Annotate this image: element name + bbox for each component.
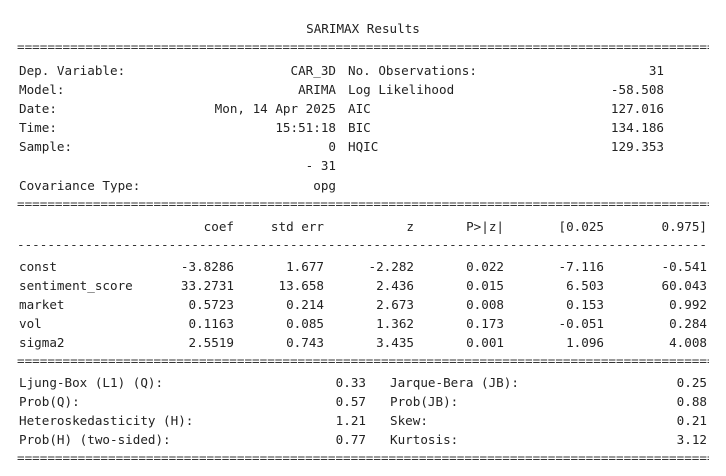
double-rule: ========================================… (17, 453, 709, 463)
cell: 60.043 (661, 278, 708, 293)
header-coef: coef (203, 219, 234, 234)
header-ci-upper: 0.975] (661, 219, 708, 234)
hqic-value: 129.353 (610, 139, 664, 154)
date-label: Date: (19, 101, 57, 116)
cell: 2.5519 (188, 335, 235, 350)
date-value: Mon, 14 Apr 2025 (214, 101, 336, 116)
dep-variable-value: CAR_3D (290, 63, 337, 78)
cell: 0.5723 (188, 297, 235, 312)
nobs-label: No. Observations: (348, 63, 477, 78)
row-label: sigma2 (19, 335, 65, 350)
time-value: 15:51:18 (275, 120, 336, 135)
bic-label: BIC (348, 120, 371, 135)
sample-start-value: 0 (328, 139, 336, 154)
double-rule: ========================================… (17, 199, 709, 209)
model-label: Model: (19, 82, 65, 97)
prob-jb-label: Prob(JB): (390, 394, 459, 409)
prob-q-label: Prob(Q): (19, 394, 80, 409)
cell: 13.658 (278, 278, 325, 293)
results-title: SARIMAX Results (306, 21, 420, 36)
cell: 2.436 (376, 278, 414, 293)
cell: 4.008 (669, 335, 707, 350)
cell: 0.015 (466, 278, 504, 293)
log-likelihood-label: Log Likelihood (348, 82, 455, 97)
cell: -7.116 (558, 259, 605, 274)
nobs-value: 31 (648, 63, 664, 78)
prob-h-label: Prob(H) (two-sided): (19, 432, 171, 447)
ljung-box-label: Ljung-Box (L1) (Q): (19, 375, 164, 390)
cell: 0.008 (466, 297, 504, 312)
cell: -0.541 (661, 259, 708, 274)
header-ci-lower: [0.025 (558, 219, 605, 234)
jarque-bera-value: 0.25 (676, 375, 707, 390)
row-label: vol (19, 316, 42, 331)
cell: 1.096 (566, 335, 604, 350)
double-rule: ========================================… (17, 356, 709, 366)
covariance-type-value: opg (313, 178, 336, 193)
jarque-bera-label: Jarque-Bera (JB): (390, 375, 519, 390)
header-p-value: P>|z| (466, 219, 504, 234)
row-label: const (19, 259, 57, 274)
cell: 0.992 (669, 297, 707, 312)
cell: 2.673 (376, 297, 414, 312)
kurtosis-value: 3.12 (676, 432, 707, 447)
heteroskedasticity-label: Heteroskedasticity (H): (19, 413, 194, 428)
row-label: sentiment_score (19, 278, 133, 293)
aic-label: AIC (348, 101, 371, 116)
cell: -3.8286 (180, 259, 234, 274)
aic-value: 127.016 (610, 101, 664, 116)
double-rule: ========================================… (17, 42, 709, 52)
sample-label: Sample: (19, 139, 73, 154)
row-label: market (19, 297, 65, 312)
cell: -2.282 (368, 259, 415, 274)
cell: 1.362 (376, 316, 414, 331)
log-likelihood-value: -58.508 (610, 82, 664, 97)
cell: 33.2731 (180, 278, 234, 293)
cell: 0.153 (566, 297, 604, 312)
cell: 0.022 (466, 259, 504, 274)
cell: 0.085 (286, 316, 324, 331)
cell: 0.001 (466, 335, 504, 350)
cell: 6.503 (566, 278, 604, 293)
sample-end-value: - 31 (305, 158, 336, 173)
heteroskedasticity-value: 1.21 (335, 413, 366, 428)
cell: 0.173 (466, 316, 504, 331)
hqic-label: HQIC (348, 139, 379, 154)
single-rule: ----------------------------------------… (17, 240, 709, 250)
cell: 0.214 (286, 297, 324, 312)
prob-jb-value: 0.88 (676, 394, 707, 409)
cell: 0.1163 (188, 316, 235, 331)
prob-q-value: 0.57 (335, 394, 366, 409)
time-label: Time: (19, 120, 57, 135)
cell: 0.743 (286, 335, 324, 350)
dep-variable-label: Dep. Variable: (19, 63, 126, 78)
kurtosis-label: Kurtosis: (390, 432, 459, 447)
cell: 0.284 (669, 316, 707, 331)
cell: 3.435 (376, 335, 414, 350)
model-value: ARIMA (298, 82, 336, 97)
prob-h-value: 0.77 (335, 432, 366, 447)
skew-value: 0.21 (676, 413, 707, 428)
header-z: z (406, 219, 414, 234)
covariance-type-label: Covariance Type: (19, 178, 141, 193)
cell: 1.677 (286, 259, 324, 274)
cell: -0.051 (558, 316, 605, 331)
ljung-box-value: 0.33 (335, 375, 366, 390)
header-std-err: std err (270, 219, 324, 234)
skew-label: Skew: (390, 413, 428, 428)
bic-value: 134.186 (610, 120, 664, 135)
